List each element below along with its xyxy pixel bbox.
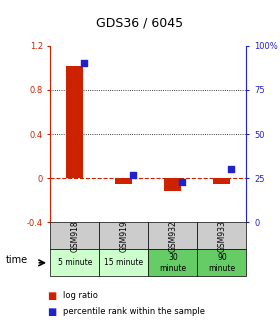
Point <box>130 172 135 177</box>
Text: ■: ■ <box>48 291 57 301</box>
Point <box>179 179 184 184</box>
Point <box>81 61 86 66</box>
Text: 30
minute: 30 minute <box>159 253 186 272</box>
Text: GSM932: GSM932 <box>168 220 178 252</box>
Text: GSM918: GSM918 <box>70 220 80 252</box>
Text: time: time <box>6 254 28 265</box>
Bar <box>213 178 230 184</box>
Text: 5 minute: 5 minute <box>58 258 92 267</box>
Text: GSM933: GSM933 <box>217 220 227 252</box>
Text: ■: ■ <box>48 307 57 317</box>
Bar <box>115 178 132 184</box>
Text: 15 minute: 15 minute <box>104 258 143 267</box>
Text: log ratio: log ratio <box>63 291 98 301</box>
Bar <box>66 66 83 178</box>
Text: GSM919: GSM919 <box>119 220 129 252</box>
Bar <box>164 178 181 191</box>
Text: 90
minute: 90 minute <box>208 253 235 272</box>
Text: percentile rank within the sample: percentile rank within the sample <box>63 307 205 316</box>
Text: GDS36 / 6045: GDS36 / 6045 <box>96 16 184 29</box>
Point <box>228 167 233 172</box>
